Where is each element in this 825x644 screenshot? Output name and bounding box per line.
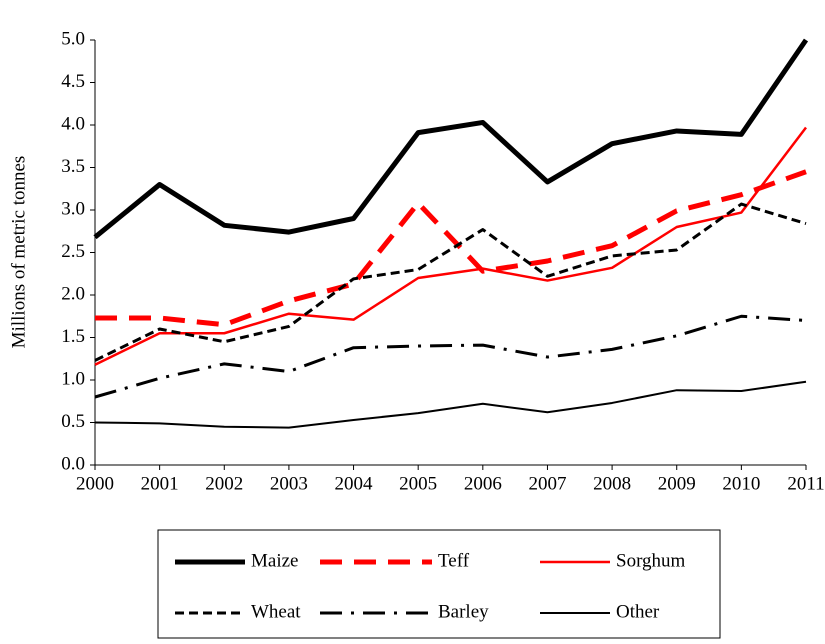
- x-tick-label: 2007: [528, 473, 566, 494]
- x-tick-label: 2000: [76, 473, 114, 494]
- y-tick-label: 4.5: [61, 71, 85, 92]
- y-tick-label: 3.0: [61, 198, 85, 219]
- legend-label: Barley: [438, 601, 489, 622]
- x-tick-label: 2001: [141, 473, 179, 494]
- y-tick-label: 2.5: [61, 241, 85, 262]
- legend-label: Maize: [251, 550, 298, 571]
- x-tick-label: 2005: [399, 473, 437, 494]
- x-tick-label: 2003: [270, 473, 308, 494]
- legend-box: [157, 529, 721, 639]
- y-tick-label: 5.0: [61, 28, 85, 49]
- series-line: [95, 169, 807, 328]
- series-line: [94, 126, 807, 366]
- legend-label: Teff: [438, 550, 470, 571]
- series-line: [94, 314, 807, 399]
- y-tick-label: 1.5: [61, 326, 85, 347]
- series-line: [93, 38, 809, 240]
- x-tick-label: 2002: [205, 473, 243, 494]
- y-tick-label: 2.0: [61, 283, 85, 304]
- x-tick-label: 2011: [787, 473, 824, 494]
- series-line: [94, 202, 807, 362]
- legend-label: Wheat: [251, 601, 301, 622]
- legend-label: Sorghum: [616, 550, 686, 571]
- y-tick-label: 1.0: [61, 368, 85, 389]
- x-tick-label: 2004: [335, 473, 374, 494]
- x-tick-label: 2006: [464, 473, 502, 494]
- x-tick-label: 2010: [722, 473, 760, 494]
- y-tick-label: 3.5: [61, 156, 85, 177]
- y-axis-label: Millions of metric tonnes: [8, 156, 29, 349]
- y-tick-label: 0.0: [61, 453, 85, 474]
- y-tick-label: 0.5: [61, 411, 85, 432]
- x-tick-label: 2009: [658, 473, 696, 494]
- x-tick-label: 2008: [593, 473, 631, 494]
- series-line: [94, 380, 807, 429]
- y-tick-label: 4.0: [61, 113, 85, 134]
- legend-label: Other: [616, 601, 660, 622]
